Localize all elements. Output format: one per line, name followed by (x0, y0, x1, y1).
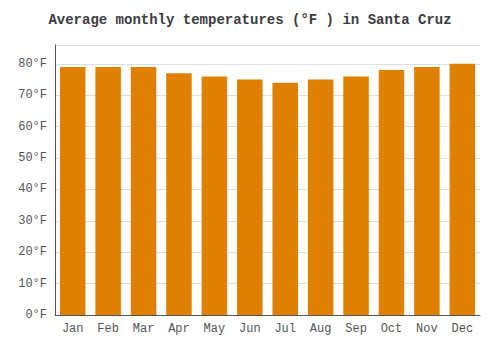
svg-text:0°F: 0°F (25, 308, 47, 322)
svg-text:Apr: Apr (168, 322, 190, 336)
svg-text:Jun: Jun (239, 322, 261, 336)
svg-text:Aug: Aug (310, 322, 332, 336)
svg-text:May: May (204, 322, 226, 336)
svg-text:Jul: Jul (274, 322, 296, 336)
svg-text:10°F: 10°F (18, 277, 47, 291)
svg-text:Oct: Oct (381, 322, 403, 336)
svg-text:Dec: Dec (451, 322, 473, 336)
svg-text:30°F: 30°F (18, 214, 47, 228)
svg-text:Jan: Jan (62, 322, 84, 336)
svg-text:40°F: 40°F (18, 182, 47, 196)
svg-text:20°F: 20°F (18, 245, 47, 259)
svg-text:Sep: Sep (345, 322, 367, 336)
svg-text:60°F: 60°F (18, 120, 47, 134)
svg-text:Nov: Nov (416, 322, 438, 336)
svg-text:Feb: Feb (97, 322, 119, 336)
svg-text:80°F: 80°F (18, 57, 47, 71)
svg-text:Average monthly temperatures (: Average monthly temperatures (°F ) in Sa… (48, 12, 451, 28)
svg-text:Mar: Mar (133, 322, 155, 336)
svg-text:50°F: 50°F (18, 151, 47, 165)
svg-text:70°F: 70°F (18, 88, 47, 102)
